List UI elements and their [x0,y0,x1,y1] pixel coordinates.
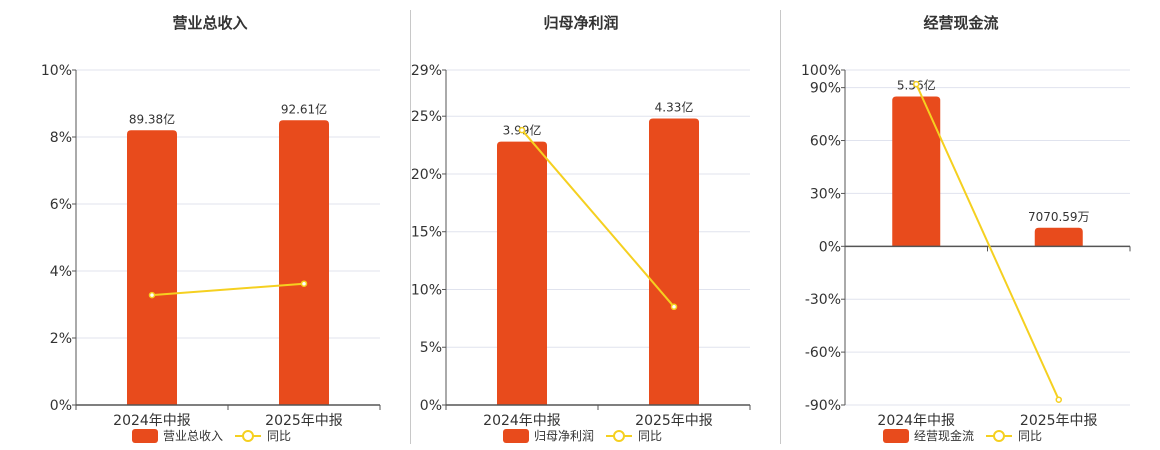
y-tick-label: 4% [50,264,72,280]
bar-data-label: 92.61亿 [281,101,327,116]
x-category-label: 2025年中报 [635,413,713,429]
legend-label-bar: 营业总收入 [163,429,223,443]
y-tick-label: 60% [810,134,841,150]
legend-label-bar: 经营现金流 [914,428,974,443]
y-tick-label: 100% [801,63,841,79]
y-tick-label: 30% [810,186,841,202]
chart-title: 归母净利润 [543,14,618,32]
chart-title: 经营现金流 [923,14,998,32]
x-category-label: 2024年中报 [877,413,955,429]
y-tick-label: 2% [50,331,72,347]
bar [1034,227,1083,247]
line-point [1055,396,1062,403]
bar [127,130,177,406]
chart-net-profit: 归母净利润0%5%10%15%20%25%29%3.99亿4.33亿2024年中… [411,14,751,443]
y-tick-label: 0% [819,239,841,255]
bar [892,96,941,247]
y-tick-label: 15% [411,225,442,241]
line-series [521,129,675,308]
legend-swatch-marker [242,430,254,442]
y-tick-label: 25% [411,109,442,125]
x-category-label: 2025年中报 [265,413,343,429]
legend-label-line: 同比 [1018,429,1042,443]
legend-swatch-bar [132,429,158,443]
panel-divider [780,10,781,444]
line-series [915,83,1060,401]
x-category-label: 2025年中报 [1020,413,1098,429]
line-point [518,126,526,134]
panel-divider [410,10,411,444]
line-point [670,303,678,311]
line-point [148,291,156,299]
legend-swatch-marker [993,430,1005,442]
bar-data-label: 7070.59万 [1028,210,1090,224]
y-tick-label: 10% [41,63,72,79]
legend-label-bar: 归母净利润 [534,429,594,443]
y-tick-label: 5% [420,340,442,356]
chart-revenue: 营业总收入 0% 2% 4% 6% 8% 10% 89.38亿 92.61亿 2024年中报 202… [41,14,381,443]
legend-label-line: 同比 [638,429,662,443]
bar [279,120,329,405]
bar [497,141,547,405]
y-tick-label: 0% [50,398,72,414]
y-tick-label: -60% [805,345,841,361]
y-tick-label: -30% [805,292,841,308]
legend-swatch-bar [503,429,529,443]
line-point [300,280,308,287]
y-tick-label: -90% [805,398,841,414]
y-tick-label: 8% [50,130,72,146]
y-tick-label: 0% [420,398,442,414]
y-tick-label: 10% [411,282,442,298]
x-category-label: 2024年中报 [483,413,561,429]
y-tick-label: 6% [50,197,72,213]
y-tick-label: 29% [411,63,442,79]
chart-cash-flow: 经营现金流-90%-60%-30%0%30%60%90%100%5.56亿707… [801,14,1131,443]
legend-swatch-bar [883,429,909,443]
bar-data-label: 4.33亿 [655,100,694,115]
y-tick-label: 90% [810,81,841,97]
legend-swatch-marker [613,430,625,442]
line-point [913,80,920,88]
x-category-label: 2024年中报 [113,413,191,429]
bar-data-label: 89.38亿 [129,111,175,126]
y-tick-label: 20% [411,167,442,183]
line-series [151,282,305,297]
bar [649,118,699,405]
legend-label-line: 同比 [267,429,291,443]
chart-title: 营业总收入 [172,14,247,32]
